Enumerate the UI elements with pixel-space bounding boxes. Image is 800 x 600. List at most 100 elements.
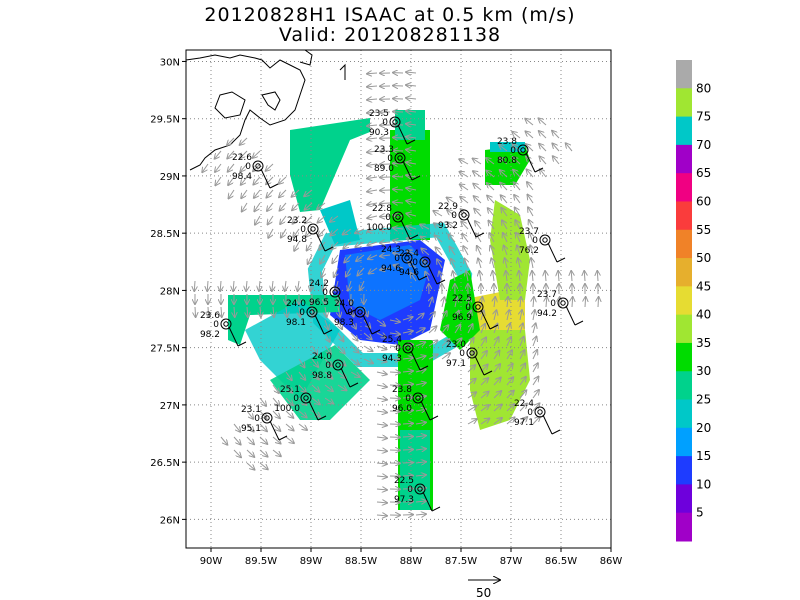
wind-vector bbox=[368, 242, 378, 245]
station-level-zero: 0 bbox=[213, 320, 219, 330]
wind-vector bbox=[228, 163, 235, 172]
wind-vector bbox=[367, 73, 378, 74]
wind-barb-flag bbox=[406, 139, 416, 145]
station-dot-icon bbox=[461, 212, 467, 218]
colorbar-label: 70 bbox=[696, 138, 711, 152]
wind-vector bbox=[389, 359, 400, 360]
wind-vector bbox=[493, 364, 500, 373]
wind-vector bbox=[259, 436, 267, 444]
wind-vector bbox=[324, 397, 333, 404]
wind-vector bbox=[376, 450, 387, 451]
wind-vector bbox=[402, 436, 413, 437]
wind-vector bbox=[487, 196, 495, 204]
wind-vector bbox=[298, 280, 299, 291]
wind-vector bbox=[272, 449, 281, 456]
colorbar-swatch bbox=[676, 427, 692, 457]
wind-vector bbox=[363, 332, 372, 339]
wind-vector bbox=[292, 189, 300, 197]
wind-vector bbox=[415, 422, 426, 424]
station-top-value: 22.4 bbox=[399, 249, 419, 259]
wind-vector bbox=[533, 323, 536, 334]
wind-barb-icon bbox=[420, 400, 431, 421]
colorbar-label: 35 bbox=[696, 336, 711, 350]
wind-vector bbox=[389, 372, 400, 373]
station-dot-icon bbox=[357, 309, 363, 315]
wind-vector bbox=[273, 306, 274, 317]
station-bottom-value: 93.2 bbox=[438, 221, 458, 231]
station-dot-icon bbox=[310, 226, 316, 232]
station-top-value: 23.7 bbox=[519, 227, 539, 237]
station-bottom-value: 97.1 bbox=[446, 359, 466, 369]
station-top-value: 22.8 bbox=[372, 204, 392, 214]
wind-vector bbox=[285, 397, 293, 405]
wind-barb-icon bbox=[409, 260, 420, 281]
wind-vector bbox=[215, 150, 222, 159]
wind-vector bbox=[455, 297, 457, 308]
wind-vector bbox=[415, 475, 426, 476]
wind-vector bbox=[240, 163, 248, 171]
station-bottom-value: 98.1 bbox=[286, 318, 306, 328]
coastline-breton bbox=[261, 91, 281, 111]
station-bottom-value: 96.9 bbox=[452, 313, 472, 323]
colorbar-swatch bbox=[676, 342, 692, 372]
wind-vector bbox=[220, 280, 221, 291]
lat-tick-label: 26N bbox=[160, 515, 180, 526]
wind-vector bbox=[376, 424, 387, 425]
wind-vector bbox=[293, 215, 300, 224]
wind-vector bbox=[520, 337, 524, 347]
wind-vector bbox=[493, 337, 499, 347]
wind-vectors bbox=[194, 72, 598, 516]
wind-vector bbox=[343, 228, 352, 235]
wind-barb-icon bbox=[427, 264, 438, 285]
wind-vector bbox=[545, 271, 546, 282]
wind-vector bbox=[449, 247, 456, 256]
wind-vector bbox=[337, 345, 345, 353]
colorbar-label: 55 bbox=[696, 223, 711, 237]
station-ring-icon bbox=[414, 483, 426, 495]
wind-vector bbox=[506, 377, 513, 386]
wind-vector bbox=[227, 150, 235, 158]
wind-vector bbox=[332, 254, 339, 263]
station-level-zero: 0 bbox=[387, 154, 393, 164]
wind-barb-icon bbox=[228, 326, 239, 347]
station-dot-icon bbox=[264, 415, 270, 421]
wind-vector bbox=[441, 339, 449, 347]
wind-vector bbox=[402, 449, 413, 450]
wind-vector bbox=[285, 423, 294, 430]
wind-vector bbox=[415, 501, 426, 502]
wind-vector bbox=[503, 233, 507, 243]
wind-vector bbox=[234, 306, 235, 317]
wind-barb-flag bbox=[324, 246, 334, 252]
wind-vector bbox=[460, 184, 469, 191]
wind-vector bbox=[466, 271, 468, 282]
wind-vector bbox=[421, 237, 430, 243]
wind-barb-icon bbox=[315, 231, 326, 252]
colorbar-label: 65 bbox=[696, 166, 711, 180]
lon-tick-label: 87.5W bbox=[445, 556, 477, 567]
coastline-alabama bbox=[339, 63, 346, 80]
wind-vector bbox=[259, 449, 268, 457]
wind-vector bbox=[317, 202, 326, 209]
wind-vector bbox=[259, 423, 267, 431]
colorbar-label: 75 bbox=[696, 110, 711, 124]
station-bottom-value: 80.8 bbox=[497, 156, 517, 166]
wind-vector bbox=[294, 241, 300, 251]
wind-vector bbox=[533, 350, 537, 360]
wind-vector bbox=[527, 195, 534, 204]
wind-vector bbox=[512, 144, 521, 152]
wind-vector bbox=[281, 228, 287, 238]
wind-vector bbox=[441, 311, 447, 321]
station-level-zero: 0 bbox=[299, 308, 305, 318]
station-top-value: 24.0 bbox=[286, 299, 306, 309]
wind-vector bbox=[393, 202, 404, 203]
wind-vector bbox=[272, 397, 279, 406]
wind-vector bbox=[480, 405, 489, 412]
wind-vector bbox=[376, 411, 387, 413]
wind-vector bbox=[415, 396, 426, 398]
wind-vector bbox=[406, 137, 417, 138]
wind-vector bbox=[525, 131, 534, 139]
wind-vector bbox=[415, 436, 426, 437]
wind-vector bbox=[507, 337, 511, 347]
wind-vector bbox=[350, 319, 356, 329]
